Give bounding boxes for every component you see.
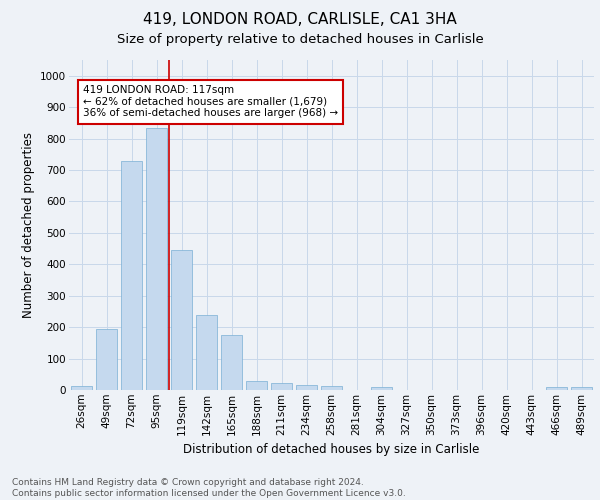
Bar <box>121 160 142 390</box>
Text: 419 LONDON ROAD: 117sqm
← 62% of detached houses are smaller (1,679)
36% of semi: 419 LONDON ROAD: 117sqm ← 62% of detache… <box>83 85 338 118</box>
Bar <box>371 388 392 390</box>
Bar <box>546 387 567 390</box>
Bar <box>196 314 217 390</box>
Y-axis label: Number of detached properties: Number of detached properties <box>22 132 35 318</box>
Bar <box>321 386 342 390</box>
Bar <box>171 250 192 390</box>
Bar <box>571 388 592 390</box>
Bar <box>221 335 242 390</box>
Text: Contains HM Land Registry data © Crown copyright and database right 2024.
Contai: Contains HM Land Registry data © Crown c… <box>12 478 406 498</box>
Bar <box>271 384 292 390</box>
Bar <box>71 386 92 390</box>
X-axis label: Distribution of detached houses by size in Carlisle: Distribution of detached houses by size … <box>184 443 479 456</box>
Text: Size of property relative to detached houses in Carlisle: Size of property relative to detached ho… <box>116 32 484 46</box>
Bar <box>296 384 317 390</box>
Bar <box>96 330 117 390</box>
Text: 419, LONDON ROAD, CARLISLE, CA1 3HA: 419, LONDON ROAD, CARLISLE, CA1 3HA <box>143 12 457 28</box>
Bar <box>246 380 267 390</box>
Bar <box>146 128 167 390</box>
